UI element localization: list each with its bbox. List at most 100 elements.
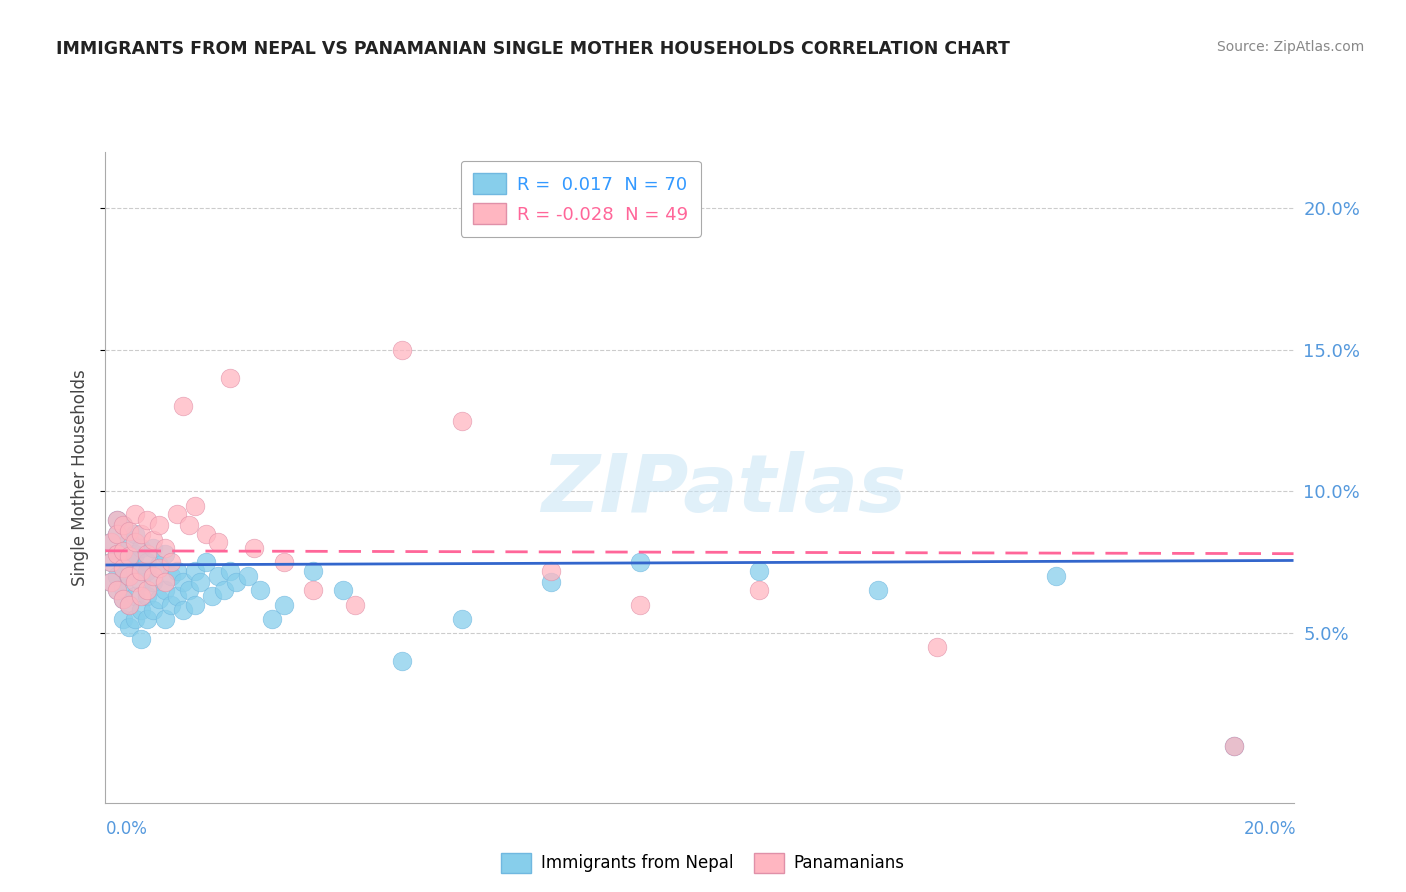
Point xyxy=(153,541,176,555)
Text: ZIPatlas: ZIPatlas xyxy=(541,451,905,529)
Point xyxy=(118,598,141,612)
Point xyxy=(105,513,128,527)
Point xyxy=(1223,739,1246,754)
Point xyxy=(172,603,194,617)
Point xyxy=(1223,739,1246,754)
Point xyxy=(124,589,146,603)
Point xyxy=(100,555,122,569)
Point xyxy=(142,541,165,555)
Point xyxy=(124,535,146,549)
Point xyxy=(105,583,128,598)
Point xyxy=(866,583,889,598)
Point xyxy=(129,541,152,555)
Point xyxy=(927,640,949,654)
Point xyxy=(124,574,146,589)
Point xyxy=(124,547,146,561)
Text: 20.0%: 20.0% xyxy=(1244,820,1296,838)
Point xyxy=(129,603,152,617)
Point xyxy=(177,583,200,598)
Point xyxy=(166,507,188,521)
Point xyxy=(105,526,128,541)
Point xyxy=(214,583,236,598)
Point xyxy=(112,544,135,558)
Point xyxy=(112,518,135,533)
Point xyxy=(118,549,141,564)
Point xyxy=(540,564,562,578)
Point xyxy=(628,598,651,612)
Point xyxy=(112,591,135,606)
Point xyxy=(100,574,122,589)
Point xyxy=(153,612,176,626)
Point xyxy=(153,547,176,561)
Point xyxy=(260,612,283,626)
Point xyxy=(195,526,218,541)
Point xyxy=(118,569,141,583)
Point xyxy=(166,589,188,603)
Point xyxy=(183,499,205,513)
Point xyxy=(100,555,122,569)
Point xyxy=(105,583,128,598)
Point xyxy=(450,612,472,626)
Point xyxy=(148,558,170,572)
Point xyxy=(118,569,141,583)
Text: IMMIGRANTS FROM NEPAL VS PANAMANIAN SINGLE MOTHER HOUSEHOLDS CORRELATION CHART: IMMIGRANTS FROM NEPAL VS PANAMANIAN SING… xyxy=(56,40,1010,58)
Point xyxy=(136,513,159,527)
Point xyxy=(391,654,413,668)
Point xyxy=(219,564,242,578)
Point xyxy=(153,574,176,589)
Point xyxy=(136,589,159,603)
Point xyxy=(1045,569,1067,583)
Point xyxy=(100,535,122,549)
Point xyxy=(166,564,188,578)
Point xyxy=(105,526,128,541)
Point xyxy=(142,574,165,589)
Point xyxy=(118,524,141,538)
Point xyxy=(142,569,165,583)
Point xyxy=(136,612,159,626)
Point xyxy=(343,598,366,612)
Point xyxy=(236,569,259,583)
Point xyxy=(172,400,194,414)
Point xyxy=(201,589,224,603)
Point xyxy=(112,581,135,595)
Point xyxy=(129,526,152,541)
Y-axis label: Single Mother Households: Single Mother Households xyxy=(72,369,90,585)
Point xyxy=(100,535,122,549)
Point xyxy=(148,518,170,533)
Point xyxy=(183,598,205,612)
Point xyxy=(129,574,152,589)
Point xyxy=(118,533,141,547)
Point xyxy=(148,591,170,606)
Point xyxy=(207,569,229,583)
Text: Source: ZipAtlas.com: Source: ZipAtlas.com xyxy=(1216,40,1364,54)
Point xyxy=(190,574,212,589)
Point xyxy=(105,547,128,561)
Point xyxy=(124,507,146,521)
Point xyxy=(159,569,181,583)
Point xyxy=(112,561,135,575)
Point xyxy=(112,591,135,606)
Point xyxy=(118,549,141,564)
Point xyxy=(183,564,205,578)
Point xyxy=(112,561,135,575)
Point xyxy=(142,603,165,617)
Point xyxy=(124,564,146,578)
Text: 0.0%: 0.0% xyxy=(105,820,148,838)
Point xyxy=(118,598,141,612)
Point xyxy=(391,343,413,357)
Point xyxy=(153,583,176,598)
Point xyxy=(219,371,242,385)
Point xyxy=(142,533,165,547)
Point xyxy=(332,583,354,598)
Point xyxy=(273,598,295,612)
Point xyxy=(136,564,159,578)
Point xyxy=(136,547,159,561)
Point xyxy=(112,518,135,533)
Point xyxy=(195,555,218,569)
Point xyxy=(628,555,651,569)
Point xyxy=(207,535,229,549)
Point xyxy=(118,620,141,634)
Point xyxy=(129,589,152,603)
Point xyxy=(112,612,135,626)
Legend: Immigrants from Nepal, Panamanians: Immigrants from Nepal, Panamanians xyxy=(495,847,911,880)
